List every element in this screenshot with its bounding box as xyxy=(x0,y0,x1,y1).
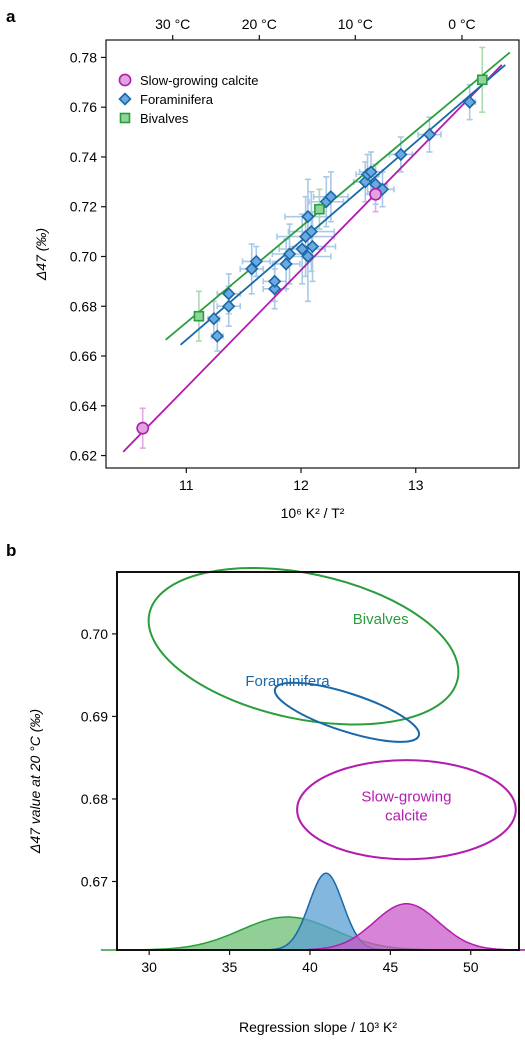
panel-a-label: a xyxy=(6,7,16,26)
data-point-diamond xyxy=(463,95,477,109)
data-point-diamond xyxy=(304,224,318,239)
data-point-diamond xyxy=(301,249,315,264)
panel-a-legend: Slow-growing calcite Foraminifera Bivalves xyxy=(118,73,259,126)
panel-a-y-axis-label: Δ47 (‰) xyxy=(33,228,49,281)
x-tick-label: 30 xyxy=(141,959,157,975)
panel-b-densities xyxy=(100,872,525,951)
legend-label: Foraminifera xyxy=(140,92,214,107)
top-tick-label: 20 °C xyxy=(242,16,277,32)
y-tick-label: 0.68 xyxy=(81,791,108,807)
x-tick-label: 40 xyxy=(302,959,318,975)
panel-b-ellipses: Bivalves Foraminifera Slow-growing calcite xyxy=(147,567,517,861)
panel-a-frame xyxy=(105,39,520,469)
y-tick-label: 0.64 xyxy=(70,398,97,414)
data-point-diamond xyxy=(268,282,282,296)
legend-label: Bivalves xyxy=(140,111,189,126)
y-tick-label: 0.62 xyxy=(70,448,97,464)
y-tick-label: 0.78 xyxy=(70,49,97,65)
data-point-square xyxy=(193,310,205,322)
top-tick-label: 0 °C xyxy=(448,16,475,32)
data-point-diamond xyxy=(305,239,320,254)
confidence-ellipse-2 xyxy=(296,759,517,861)
y-tick-label: 0.70 xyxy=(70,248,97,264)
legend-label: Slow-growing calcite xyxy=(140,73,259,88)
data-point-diamond xyxy=(364,165,378,179)
panel-a-points xyxy=(136,74,488,435)
x-tick-label: 45 xyxy=(383,959,399,975)
x-tick-label: 12 xyxy=(293,477,309,493)
panel-b-frame xyxy=(116,571,520,951)
legend-marker-circle xyxy=(118,73,132,87)
data-point-diamond xyxy=(282,247,297,261)
data-point-circle xyxy=(369,187,382,201)
data-point-diamond xyxy=(207,312,221,326)
panel-b: b Bivalves Foraminifera Slow-growing calcit… xyxy=(6,541,525,1035)
data-point-diamond xyxy=(394,147,408,162)
data-point-diamond xyxy=(279,257,293,271)
data-point-diamond xyxy=(222,287,236,301)
confidence-ellipse-1 xyxy=(273,681,421,743)
ellipse-label-foraminifera: Foraminifera xyxy=(245,673,330,690)
fit-line-2 xyxy=(165,51,511,341)
x-tick-label: 13 xyxy=(408,477,424,493)
data-point-diamond xyxy=(268,274,282,289)
x-tick-label: 35 xyxy=(222,959,238,975)
y-tick-label: 0.68 xyxy=(70,298,97,314)
panel-b-y-axis-label: Δ47 value at 20 °C (‰) xyxy=(27,709,43,854)
x-tick-label: 50 xyxy=(463,959,479,975)
y-tick-label: 0.70 xyxy=(81,626,108,642)
confidence-ellipse-0 xyxy=(147,567,460,726)
data-point-diamond xyxy=(301,210,315,224)
data-point-diamond xyxy=(324,190,338,204)
y-tick-label: 0.67 xyxy=(81,873,108,889)
data-point-circle xyxy=(136,421,150,435)
legend-marker-diamond xyxy=(118,92,132,106)
y-tick-label: 0.72 xyxy=(70,199,97,215)
data-point-square xyxy=(314,203,325,215)
panel-b-ticks: 30 35 40 45 50 0.67 0.68 0.69 0.70 xyxy=(81,626,479,975)
panel-b-x-axis-label: Regression slope / 10³ K² xyxy=(239,1019,397,1035)
panel-a-x-axis-label: 10⁶ K² / T² xyxy=(281,505,345,521)
top-tick-label: 30 °C xyxy=(155,16,190,32)
panel-a: a 11 12 13 0.62 0.64 0.66 0.68 0.70 0.72 0.74 0.76… xyxy=(6,7,520,521)
y-tick-label: 0.66 xyxy=(70,348,97,364)
top-tick-label: 10 °C xyxy=(338,16,373,32)
x-tick-label: 11 xyxy=(179,477,194,493)
density-curve-2 xyxy=(277,903,525,951)
data-point-square xyxy=(476,74,488,86)
data-point-diamond xyxy=(422,127,437,142)
data-point-diamond xyxy=(210,329,224,343)
legend-marker-square xyxy=(119,112,131,124)
data-point-diamond xyxy=(295,242,309,256)
ellipse-label-bivalves: Bivalves xyxy=(353,611,409,628)
panel-a-ticks: 11 12 13 0.62 0.64 0.66 0.68 0.70 0.72 0.74 0.76 0.… xyxy=(70,16,476,493)
fit-line-1 xyxy=(179,64,506,346)
panel-b-label: b xyxy=(6,541,16,560)
y-tick-label: 0.74 xyxy=(70,149,97,165)
y-tick-label: 0.69 xyxy=(81,708,108,724)
data-point-diamond xyxy=(222,299,236,313)
ellipse-label-calcite-line1: Slow-growing xyxy=(361,788,451,805)
y-tick-label: 0.76 xyxy=(70,99,97,115)
ellipse-label-calcite-line2: calcite xyxy=(385,807,428,824)
data-point-diamond xyxy=(249,254,263,269)
